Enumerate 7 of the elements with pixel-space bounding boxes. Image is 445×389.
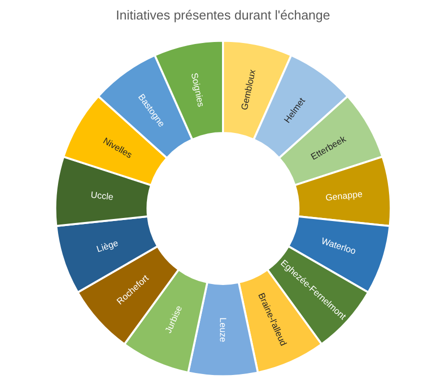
slice-label: Uccle <box>90 190 114 202</box>
slice-label: Leuze <box>218 318 228 342</box>
slice-label: Genappe <box>325 188 363 203</box>
chart-title: Initiatives présentes durant l'échange <box>116 8 330 22</box>
slice-label: Soignies <box>189 72 206 108</box>
slice-label: Gembloux <box>239 68 258 111</box>
slice-label: Liège <box>95 238 120 254</box>
